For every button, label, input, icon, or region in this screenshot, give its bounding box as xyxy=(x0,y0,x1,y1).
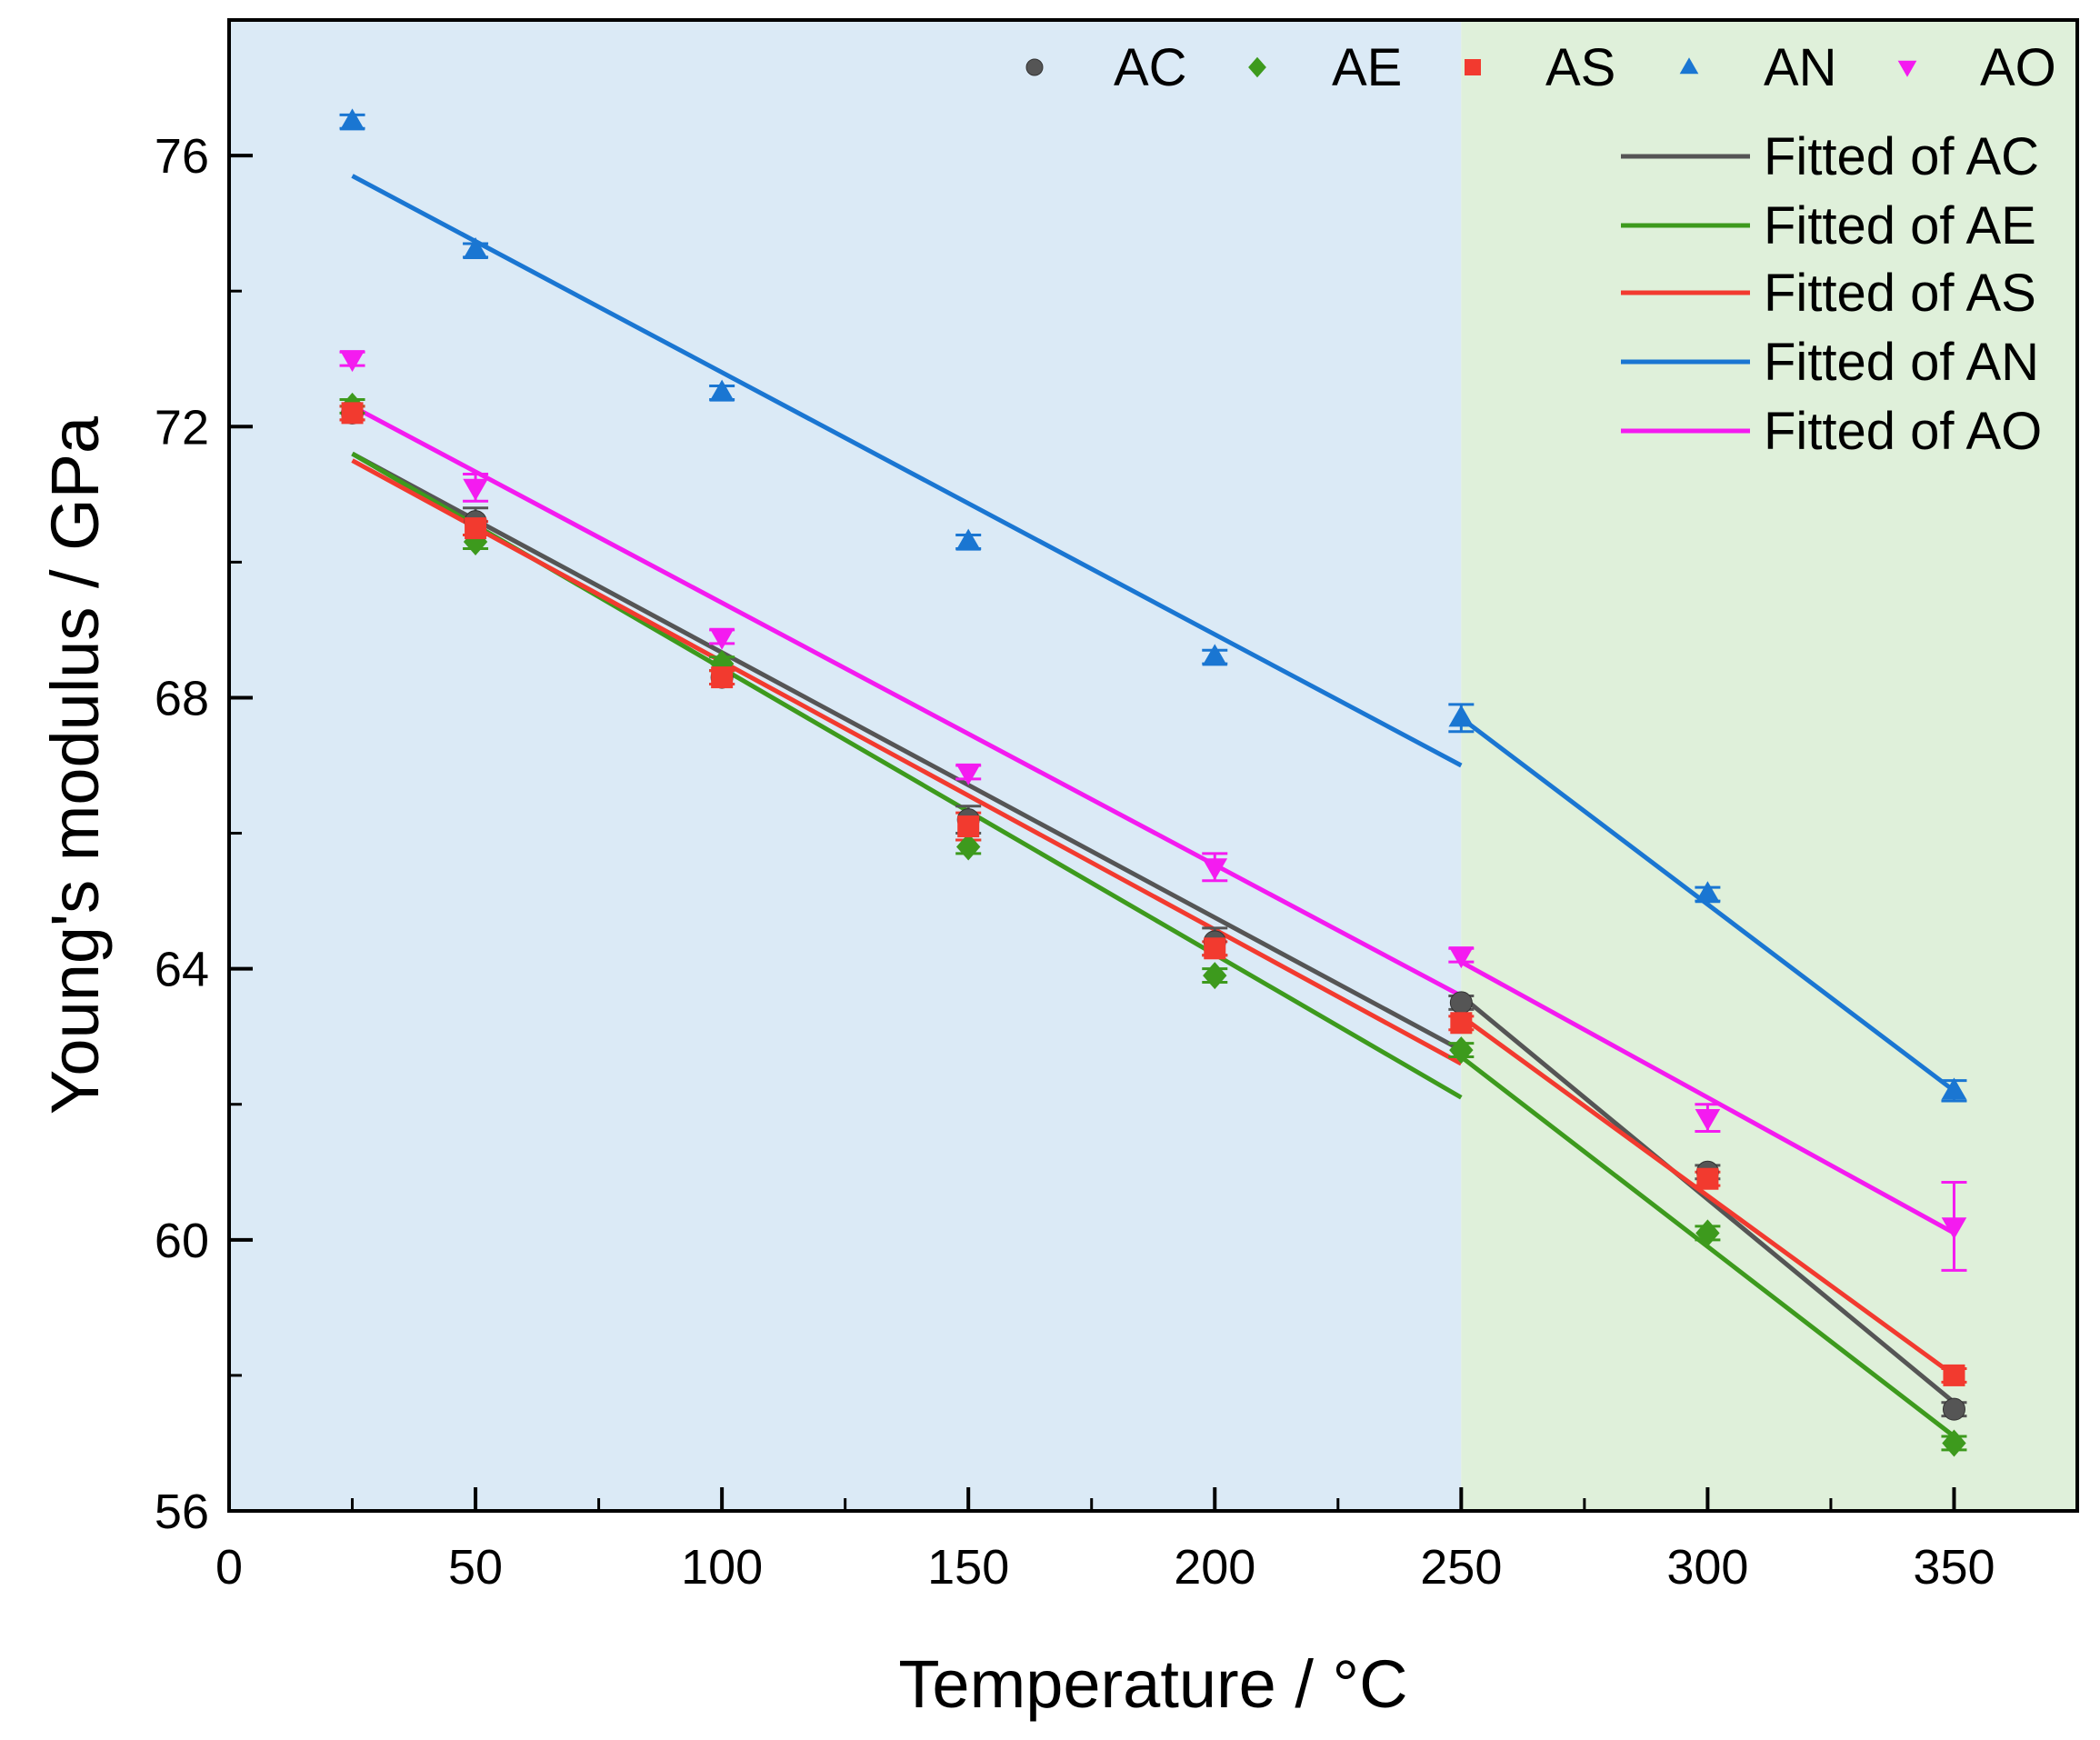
fit-line-ao-1 xyxy=(1460,959,1955,1235)
legend: AC AE AS AN AO Fitted of AC Fitted of AE Fitted… xyxy=(1025,38,2056,461)
point-as xyxy=(1204,937,1226,960)
legend-label-ae: AE xyxy=(1332,38,1402,97)
x-axis-label: Temperature / °C xyxy=(898,1646,1407,1722)
point-ae xyxy=(1695,1219,1720,1247)
fit-line-as-0 xyxy=(351,458,1463,1066)
point-ao xyxy=(1202,858,1228,881)
point-as xyxy=(1943,1364,1965,1386)
point-ae xyxy=(1449,1036,1474,1065)
legend-label-fit-ao: Fitted of AO xyxy=(1764,402,2042,461)
region-1 xyxy=(1461,20,2077,1511)
x-tick-label: 150 xyxy=(927,1540,1009,1595)
point-as xyxy=(1450,1012,1473,1035)
point-an xyxy=(709,379,735,402)
point-ao xyxy=(955,763,981,785)
x-tick-label: 0 xyxy=(215,1540,243,1595)
y-tick-label: 60 xyxy=(155,1214,209,1268)
y-tick-label: 76 xyxy=(155,129,209,184)
legend-label-as: AS xyxy=(1545,38,1615,97)
fit-line-an-1 xyxy=(1459,715,1955,1093)
point-ao xyxy=(339,350,365,373)
point-an xyxy=(463,237,488,260)
point-ao xyxy=(1695,1109,1721,1132)
point-ao xyxy=(1448,946,1475,969)
fit-line-an-0 xyxy=(351,174,1463,768)
y-tick-label: 56 xyxy=(155,1485,209,1539)
legend-label-ac: AC xyxy=(1114,38,1187,97)
point-ae xyxy=(1203,962,1227,990)
y-axis-label: Young's modulus / GPa xyxy=(37,415,113,1115)
point-ao xyxy=(709,627,735,650)
fit-line-ac-1 xyxy=(1459,994,1956,1405)
legend-label-fit-ac: Fitted of AC xyxy=(1764,127,2039,186)
legend-label-fit-ae: Fitted of AE xyxy=(1764,196,2036,255)
y-tick-label: 64 xyxy=(155,943,209,997)
y-tick-label: 72 xyxy=(155,400,209,455)
point-ae xyxy=(1942,1429,1966,1457)
point-an xyxy=(1202,644,1228,666)
fit-lines xyxy=(351,174,1956,1438)
point-an xyxy=(1448,705,1475,727)
tick-labels: 0 50 100 150 200 250 300 350 56 60 64 68 72 76 xyxy=(155,129,1995,1595)
x-tick-label: 250 xyxy=(1420,1540,1502,1595)
point-an xyxy=(955,528,981,551)
legend-marker-ac xyxy=(1025,58,1044,76)
legend-label-fit-an: Fitted of AN xyxy=(1764,333,2039,392)
data-points xyxy=(339,108,1967,1457)
region-0 xyxy=(229,20,1462,1511)
x-tick-label: 50 xyxy=(448,1540,503,1595)
plot-frame xyxy=(227,18,2079,1513)
legend-label-an: AN xyxy=(1764,38,1837,97)
background-regions xyxy=(229,20,2077,1511)
point-ae xyxy=(956,833,981,861)
point-ao xyxy=(463,478,488,501)
point-as xyxy=(957,815,980,838)
point-ao xyxy=(1941,1217,1967,1240)
legend-marker-an xyxy=(1679,57,1699,75)
fit-line-ao-0 xyxy=(351,404,1463,998)
point-an xyxy=(339,108,365,131)
x-tick-label: 200 xyxy=(1174,1540,1255,1595)
fit-line-ac-0 xyxy=(351,451,1463,1053)
legend-label-ao: AO xyxy=(1980,38,2056,97)
fit-line-as-1 xyxy=(1459,1014,1955,1377)
point-an xyxy=(1695,881,1721,904)
point-as xyxy=(1696,1167,1719,1190)
x-tick-label: 300 xyxy=(1666,1540,1748,1595)
point-an xyxy=(1941,1077,1967,1100)
x-tick-label: 100 xyxy=(681,1540,763,1595)
point-as xyxy=(341,402,364,425)
legend-marker-ao xyxy=(1897,60,1917,77)
point-ac xyxy=(1449,991,1473,1015)
point-ac xyxy=(1942,1397,1965,1421)
point-as xyxy=(465,517,487,540)
y-tick-label: 68 xyxy=(155,671,209,725)
legend-marker-ae xyxy=(1248,56,1266,78)
x-tick-label: 350 xyxy=(1913,1540,1995,1595)
legend-marker-as xyxy=(1465,59,1481,75)
legend-label-fit-as: Fitted of AS xyxy=(1764,264,2036,323)
point-as xyxy=(711,666,734,689)
